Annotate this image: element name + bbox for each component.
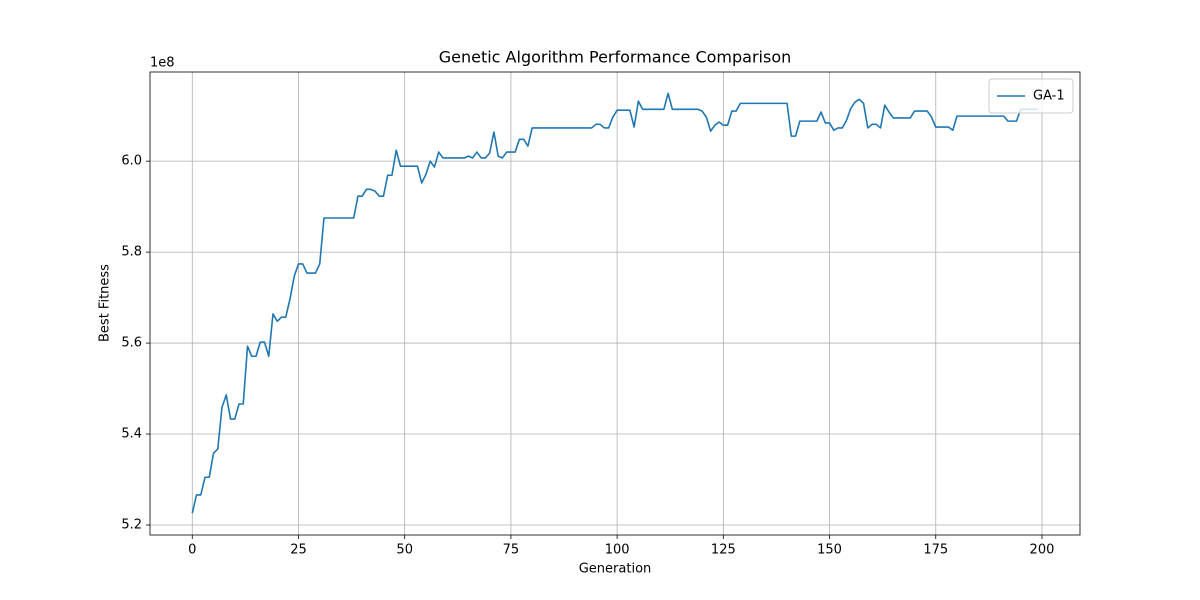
plot-frame (149, 71, 1081, 536)
y-tick-label: 5.6 (121, 336, 142, 351)
y-tick-label: 5.8 (121, 245, 142, 260)
x-tick-label: 100 (605, 543, 630, 558)
y-tick-label: 5.4 (121, 427, 142, 442)
data-line (191, 92, 1038, 514)
y-offset-label: 1e8 (150, 56, 175, 71)
legend-box (988, 78, 1074, 114)
legend-label: GA-1 (1033, 89, 1065, 104)
x-tick-label: 25 (290, 543, 307, 558)
x-tick-label: 125 (711, 543, 736, 558)
x-tick-label: 150 (817, 543, 842, 558)
x-tick-label: 200 (1030, 543, 1055, 558)
y-tick-label: 6.0 (121, 154, 142, 169)
y-axis-label: Best Fitness (98, 264, 113, 342)
x-axis-label: Generation (579, 562, 652, 577)
x-tick-label: 75 (503, 543, 520, 558)
x-tick-label: 50 (396, 543, 413, 558)
chart-title: Genetic Algorithm Performance Comparison (439, 48, 792, 67)
y-tick-label: 5.2 (121, 517, 142, 532)
x-tick-label: 0 (188, 543, 196, 558)
x-tick-label: 175 (923, 543, 948, 558)
